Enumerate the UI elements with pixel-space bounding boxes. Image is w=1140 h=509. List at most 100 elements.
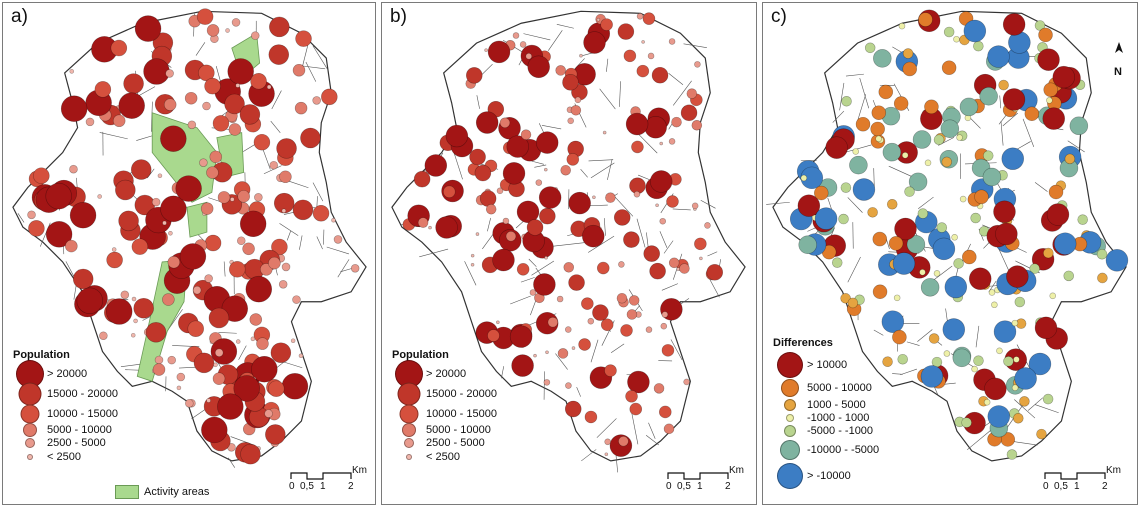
population-symbol <box>260 263 273 276</box>
population-symbol <box>76 287 103 314</box>
legend-item: 10000 - 15000 <box>13 404 118 424</box>
population-symbol <box>645 326 653 333</box>
population-symbol <box>600 18 613 31</box>
population-symbol <box>167 255 181 269</box>
population-symbol <box>618 261 625 268</box>
population-symbol <box>623 231 640 248</box>
population-symbol <box>466 67 483 84</box>
difference-symbol <box>912 130 932 149</box>
population-symbol <box>278 280 288 289</box>
legend-item: < 2500 <box>392 450 497 464</box>
difference-symbol <box>1077 214 1088 225</box>
difference-symbol <box>901 151 909 159</box>
map-panel-c: c) N Differences > 10000 5000 - 10000 10… <box>762 2 1138 505</box>
difference-symbol <box>902 48 914 59</box>
population-symbol <box>120 290 130 300</box>
population-symbol <box>653 383 665 394</box>
population-symbol <box>485 203 497 215</box>
population-symbol <box>566 153 580 166</box>
difference-symbol <box>987 45 1010 68</box>
population-symbol <box>691 119 703 131</box>
population-symbol <box>596 261 610 275</box>
population-symbol <box>625 112 649 136</box>
difference-symbol <box>1043 247 1054 259</box>
population-symbol <box>235 339 241 344</box>
population-symbol <box>584 410 598 424</box>
difference-symbol <box>951 233 958 241</box>
difference-symbol <box>1042 107 1065 130</box>
difference-symbol <box>920 278 940 297</box>
population-symbol <box>538 186 562 209</box>
difference-symbol <box>825 136 848 159</box>
population-symbol <box>214 348 224 358</box>
population-symbol <box>535 179 543 186</box>
panel-label-b: b) <box>390 6 407 27</box>
population-symbol <box>268 256 281 270</box>
difference-symbol <box>944 275 968 299</box>
difference-symbol <box>1038 27 1053 43</box>
population-symbol <box>516 263 530 276</box>
population-legend-a: Population > 20000 15000 - 20000 10000 -… <box>13 349 118 464</box>
difference-symbol <box>797 194 821 217</box>
population-symbol <box>509 325 533 348</box>
difference-symbol <box>871 105 887 120</box>
population-symbol <box>666 195 679 208</box>
difference-symbol <box>928 333 940 344</box>
difference-symbol <box>1034 316 1058 340</box>
map-panel-a: a) Population > 20000 15000 - 20000 1000… <box>2 2 376 505</box>
difference-symbol <box>962 249 977 265</box>
population-symbol <box>69 69 75 74</box>
population-symbol <box>162 293 175 306</box>
population-symbol <box>217 191 231 204</box>
population-symbol <box>145 322 167 343</box>
population-symbol <box>130 332 136 338</box>
population-symbol <box>130 159 152 180</box>
population-symbol <box>520 129 532 140</box>
population-symbol <box>228 123 242 136</box>
population-symbol <box>106 251 123 269</box>
population-symbol <box>511 354 534 377</box>
population-symbol <box>579 53 583 58</box>
population-symbol <box>212 372 226 385</box>
population-symbol <box>691 202 699 210</box>
population-symbol <box>333 235 343 244</box>
population-symbol <box>502 162 526 185</box>
population-symbol <box>516 200 540 224</box>
population-symbol <box>671 116 682 128</box>
difference-symbol <box>864 42 876 54</box>
population-symbol <box>331 217 336 223</box>
population-symbol <box>176 372 186 382</box>
population-symbol <box>445 124 469 148</box>
population-symbol <box>470 253 475 258</box>
difference-symbol <box>902 61 917 77</box>
population-symbol <box>254 193 263 202</box>
population-symbol <box>651 66 669 84</box>
difference-symbol <box>933 270 941 277</box>
population-symbol <box>321 88 338 106</box>
population-symbol <box>660 322 668 330</box>
population-symbol <box>428 225 432 230</box>
population-symbol <box>529 289 537 296</box>
population-symbol <box>628 295 640 306</box>
population-symbol <box>668 257 680 269</box>
difference-symbol <box>1034 20 1046 31</box>
legend-item: > 10000 <box>773 352 879 378</box>
difference-symbol <box>940 119 960 138</box>
legend-item: 15000 - 20000 <box>392 382 497 406</box>
population-symbol <box>547 316 559 328</box>
population-symbol <box>239 210 267 238</box>
difference-symbol <box>882 142 902 162</box>
population-symbol <box>544 255 548 260</box>
difference-symbol <box>942 318 966 341</box>
population-symbol <box>627 370 650 394</box>
population-symbol <box>479 190 497 207</box>
legend-item: -10000 - -5000 <box>773 438 879 462</box>
legend-title: Population <box>392 349 449 361</box>
population-symbol <box>294 101 308 115</box>
difference-symbol <box>936 222 948 233</box>
difference-symbol <box>932 237 956 261</box>
difference-symbol <box>1002 13 1026 36</box>
population-symbol <box>292 295 301 304</box>
population-symbol <box>581 297 594 310</box>
population-symbol <box>556 295 564 303</box>
